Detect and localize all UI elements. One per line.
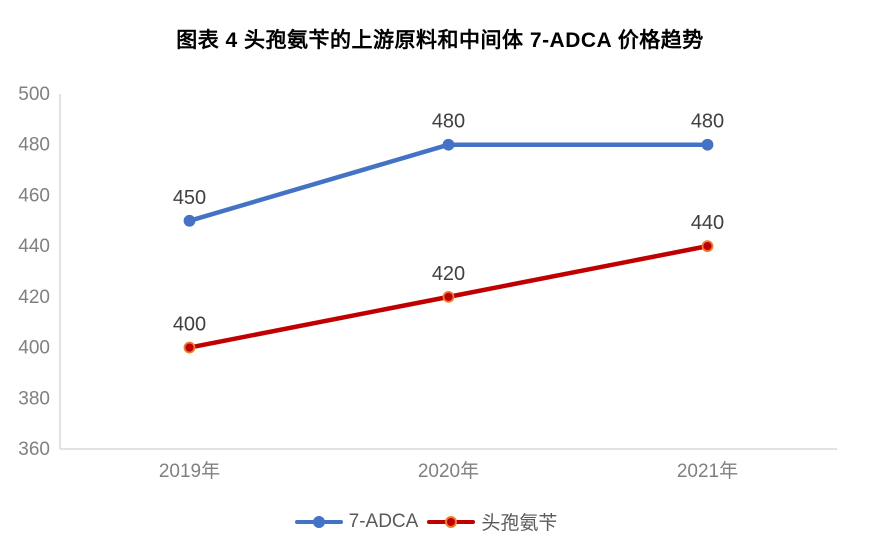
series-line-7-ADCA: [187, 142, 710, 224]
x-axis-tick-label: 2020年: [418, 460, 479, 482]
data-point-marker: [701, 240, 714, 253]
legend-line-marker-7adca: [294, 515, 343, 529]
y-axis-tick-label: 460: [18, 185, 50, 206]
data-point-label: 450: [173, 187, 206, 209]
chart-legend: 7-ADCA 头孢氨苄: [0, 508, 852, 535]
legend-item-cephalexin: 头孢氨苄: [427, 508, 557, 535]
y-axis-tick-label: 360: [18, 439, 50, 460]
y-axis-tick-label: 500: [18, 84, 50, 105]
legend-dot-marker: [445, 515, 458, 528]
data-point-label: 480: [691, 111, 724, 133]
chart-title: 图表 4 头孢氨苄的上游原料和中间体 7-ADCA 价格趋势: [176, 29, 704, 52]
y-axis-tick-label: 380: [18, 388, 50, 409]
data-point-marker: [442, 290, 455, 303]
y-axis-tick-label: 400: [18, 338, 50, 359]
data-point-label: 400: [173, 314, 206, 336]
x-axis-tick-label: 2021年: [677, 460, 738, 482]
y-axis-tick-label: 420: [18, 287, 50, 308]
data-point-marker: [442, 138, 455, 151]
data-point-label: 480: [432, 111, 465, 133]
legend-dot-marker: [312, 515, 325, 528]
legend-line-marker-cephalexin: [427, 515, 476, 529]
legend-label-7adca: 7-ADCA: [348, 510, 419, 532]
x-axis-tick-label: 2019年: [159, 460, 220, 482]
legend-label-cephalexin: 头孢氨苄: [481, 513, 558, 534]
data-point-label: 440: [691, 212, 724, 234]
data-point-marker: [701, 138, 714, 151]
legend-item-7adca: 7-ADCA: [294, 510, 419, 533]
y-axis-tick-label: 480: [18, 135, 50, 156]
data-point-label: 420: [432, 263, 465, 285]
y-axis-tick-label: 440: [18, 236, 50, 257]
data-point-marker: [183, 214, 196, 227]
data-point-marker: [183, 341, 196, 354]
